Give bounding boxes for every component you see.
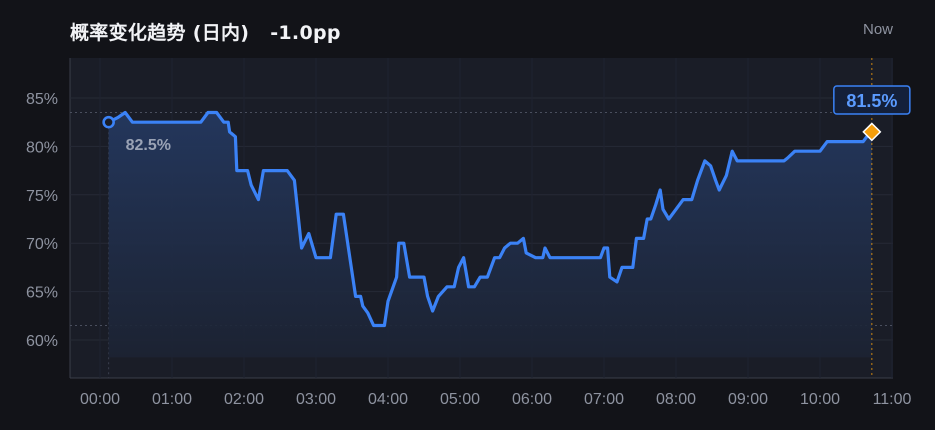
y-tick-label: 75%	[26, 188, 58, 205]
start-point-marker	[102, 115, 115, 129]
probability-delta: -1.0pp	[270, 22, 341, 44]
x-tick-label: 11:00	[873, 391, 912, 408]
x-tick-label: 05:00	[440, 391, 480, 408]
y-tick-label: 80%	[26, 139, 58, 156]
x-tick-label: 09:00	[728, 391, 768, 408]
x-tick-label: 06:00	[512, 391, 552, 408]
x-tick-label: 08:00	[656, 391, 696, 408]
y-tick-label: 65%	[26, 285, 58, 302]
series-line	[107, 110, 874, 328]
current-value-label: 81.5%	[846, 91, 897, 111]
start-value-label: 82.5%	[126, 137, 171, 154]
chart-title: 概率变化趋势 (日内) -1.0pp	[70, 18, 341, 45]
y-tick-label: 85%	[26, 91, 58, 108]
x-tick-label: 10:00	[800, 391, 840, 408]
x-tick-label: 04:00	[368, 391, 408, 408]
current-point-marker[interactable]	[862, 122, 882, 142]
x-tick-label: 07:00	[584, 391, 624, 408]
title-text: 概率变化趋势 (日内)	[70, 22, 250, 44]
current-value-badge	[833, 85, 911, 115]
x-tick-label: 03:00	[296, 391, 336, 408]
x-tick-label: 01:00	[152, 391, 192, 408]
series-area	[108, 112, 872, 358]
y-tick-label: 60%	[26, 333, 58, 350]
x-tick-label: 00:00	[80, 391, 120, 408]
x-tick-label: 02:00	[224, 391, 264, 408]
y-tick-label: 70%	[26, 236, 58, 253]
now-label: Now	[862, 21, 893, 38]
